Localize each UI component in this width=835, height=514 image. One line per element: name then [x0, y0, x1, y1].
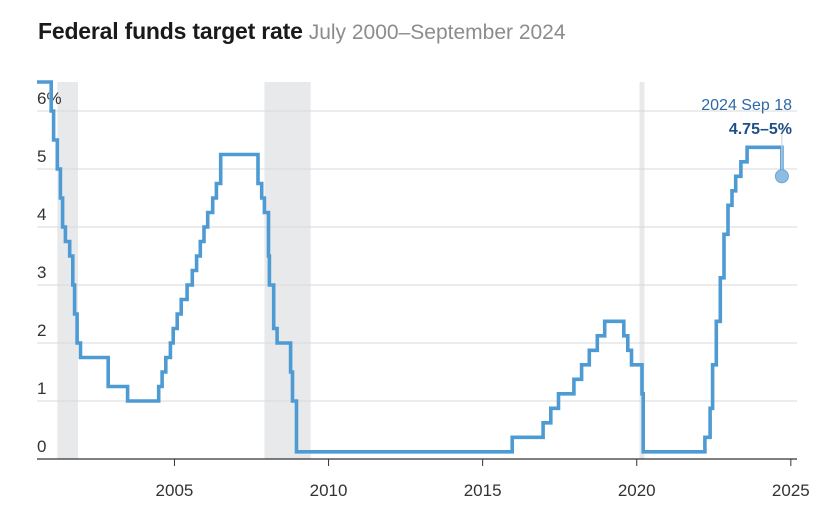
- y-tick-label: 6%: [37, 89, 62, 108]
- y-tick-label: 0: [37, 437, 46, 456]
- recession-band: [264, 82, 311, 459]
- y-tick-label: 1: [37, 379, 46, 398]
- recession-bands: [57, 82, 645, 459]
- endpoint-marker: [774, 169, 789, 184]
- annotation-date: 2024 Sep 18: [701, 97, 792, 114]
- annotation-value: 4.75–5%: [729, 121, 792, 138]
- recession-band: [639, 82, 645, 459]
- chart-header: Federal funds target rate July 2000–Septe…: [38, 18, 566, 45]
- chart-subtitle: July 2000–September 2024: [308, 21, 566, 44]
- rate-series-line: [37, 80, 784, 454]
- y-tick-label: 4: [37, 205, 46, 224]
- x-tick-label: 2025: [772, 481, 810, 500]
- y-tick-label: 5: [37, 147, 46, 166]
- gridlines: [37, 110, 797, 460]
- x-tick-label: 2005: [156, 481, 194, 500]
- y-axis-ticks: 0 1 2 3 4 5 6%: [37, 89, 62, 456]
- x-tick-label: 2020: [618, 481, 656, 500]
- recession-band: [57, 82, 78, 459]
- chart-title: Federal funds target rate: [38, 18, 303, 44]
- x-axis-ticks: 2005 2010 2015 2020 2025: [156, 459, 810, 500]
- y-tick-label: 2: [37, 321, 46, 340]
- series-layer: [37, 80, 784, 454]
- x-tick-label: 2015: [464, 481, 502, 500]
- x-tick-label: 2010: [310, 481, 348, 500]
- y-tick-label: 3: [37, 263, 46, 282]
- annotation-layer: 2024 Sep 18 4.75–5%: [701, 97, 792, 184]
